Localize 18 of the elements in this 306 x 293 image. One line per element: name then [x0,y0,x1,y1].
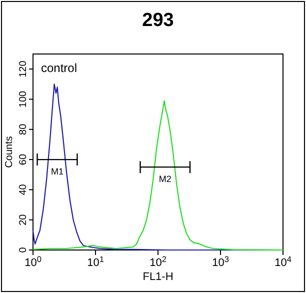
x-tick-label: 10$^{3}$ [212,254,230,269]
x-tick-label: 10$^{1}$ [87,254,104,269]
x-tick-label: 10$^{0}$ [24,254,42,269]
y-tick-label: 100 [18,90,29,108]
y-tick-label: 60 [18,154,29,166]
chart-title: 293 [142,10,174,31]
series-label: M1 [50,166,64,177]
y-tick-label: 20 [18,214,29,226]
y-tick-label: 120 [18,60,29,78]
y-axis-title: Counts [4,136,15,168]
x-tick-label: 10$^{4}$ [274,254,292,269]
x-tick-label: 10$^{2}$ [150,254,167,269]
y-tick-label: 0 [18,246,29,253]
series-label: M2 [158,174,172,184]
annotation: control [41,61,78,75]
x-axis-title: FL1-H [142,271,174,283]
y-tick-label: 40 [18,184,29,196]
y-tick-label: 80 [18,123,29,135]
